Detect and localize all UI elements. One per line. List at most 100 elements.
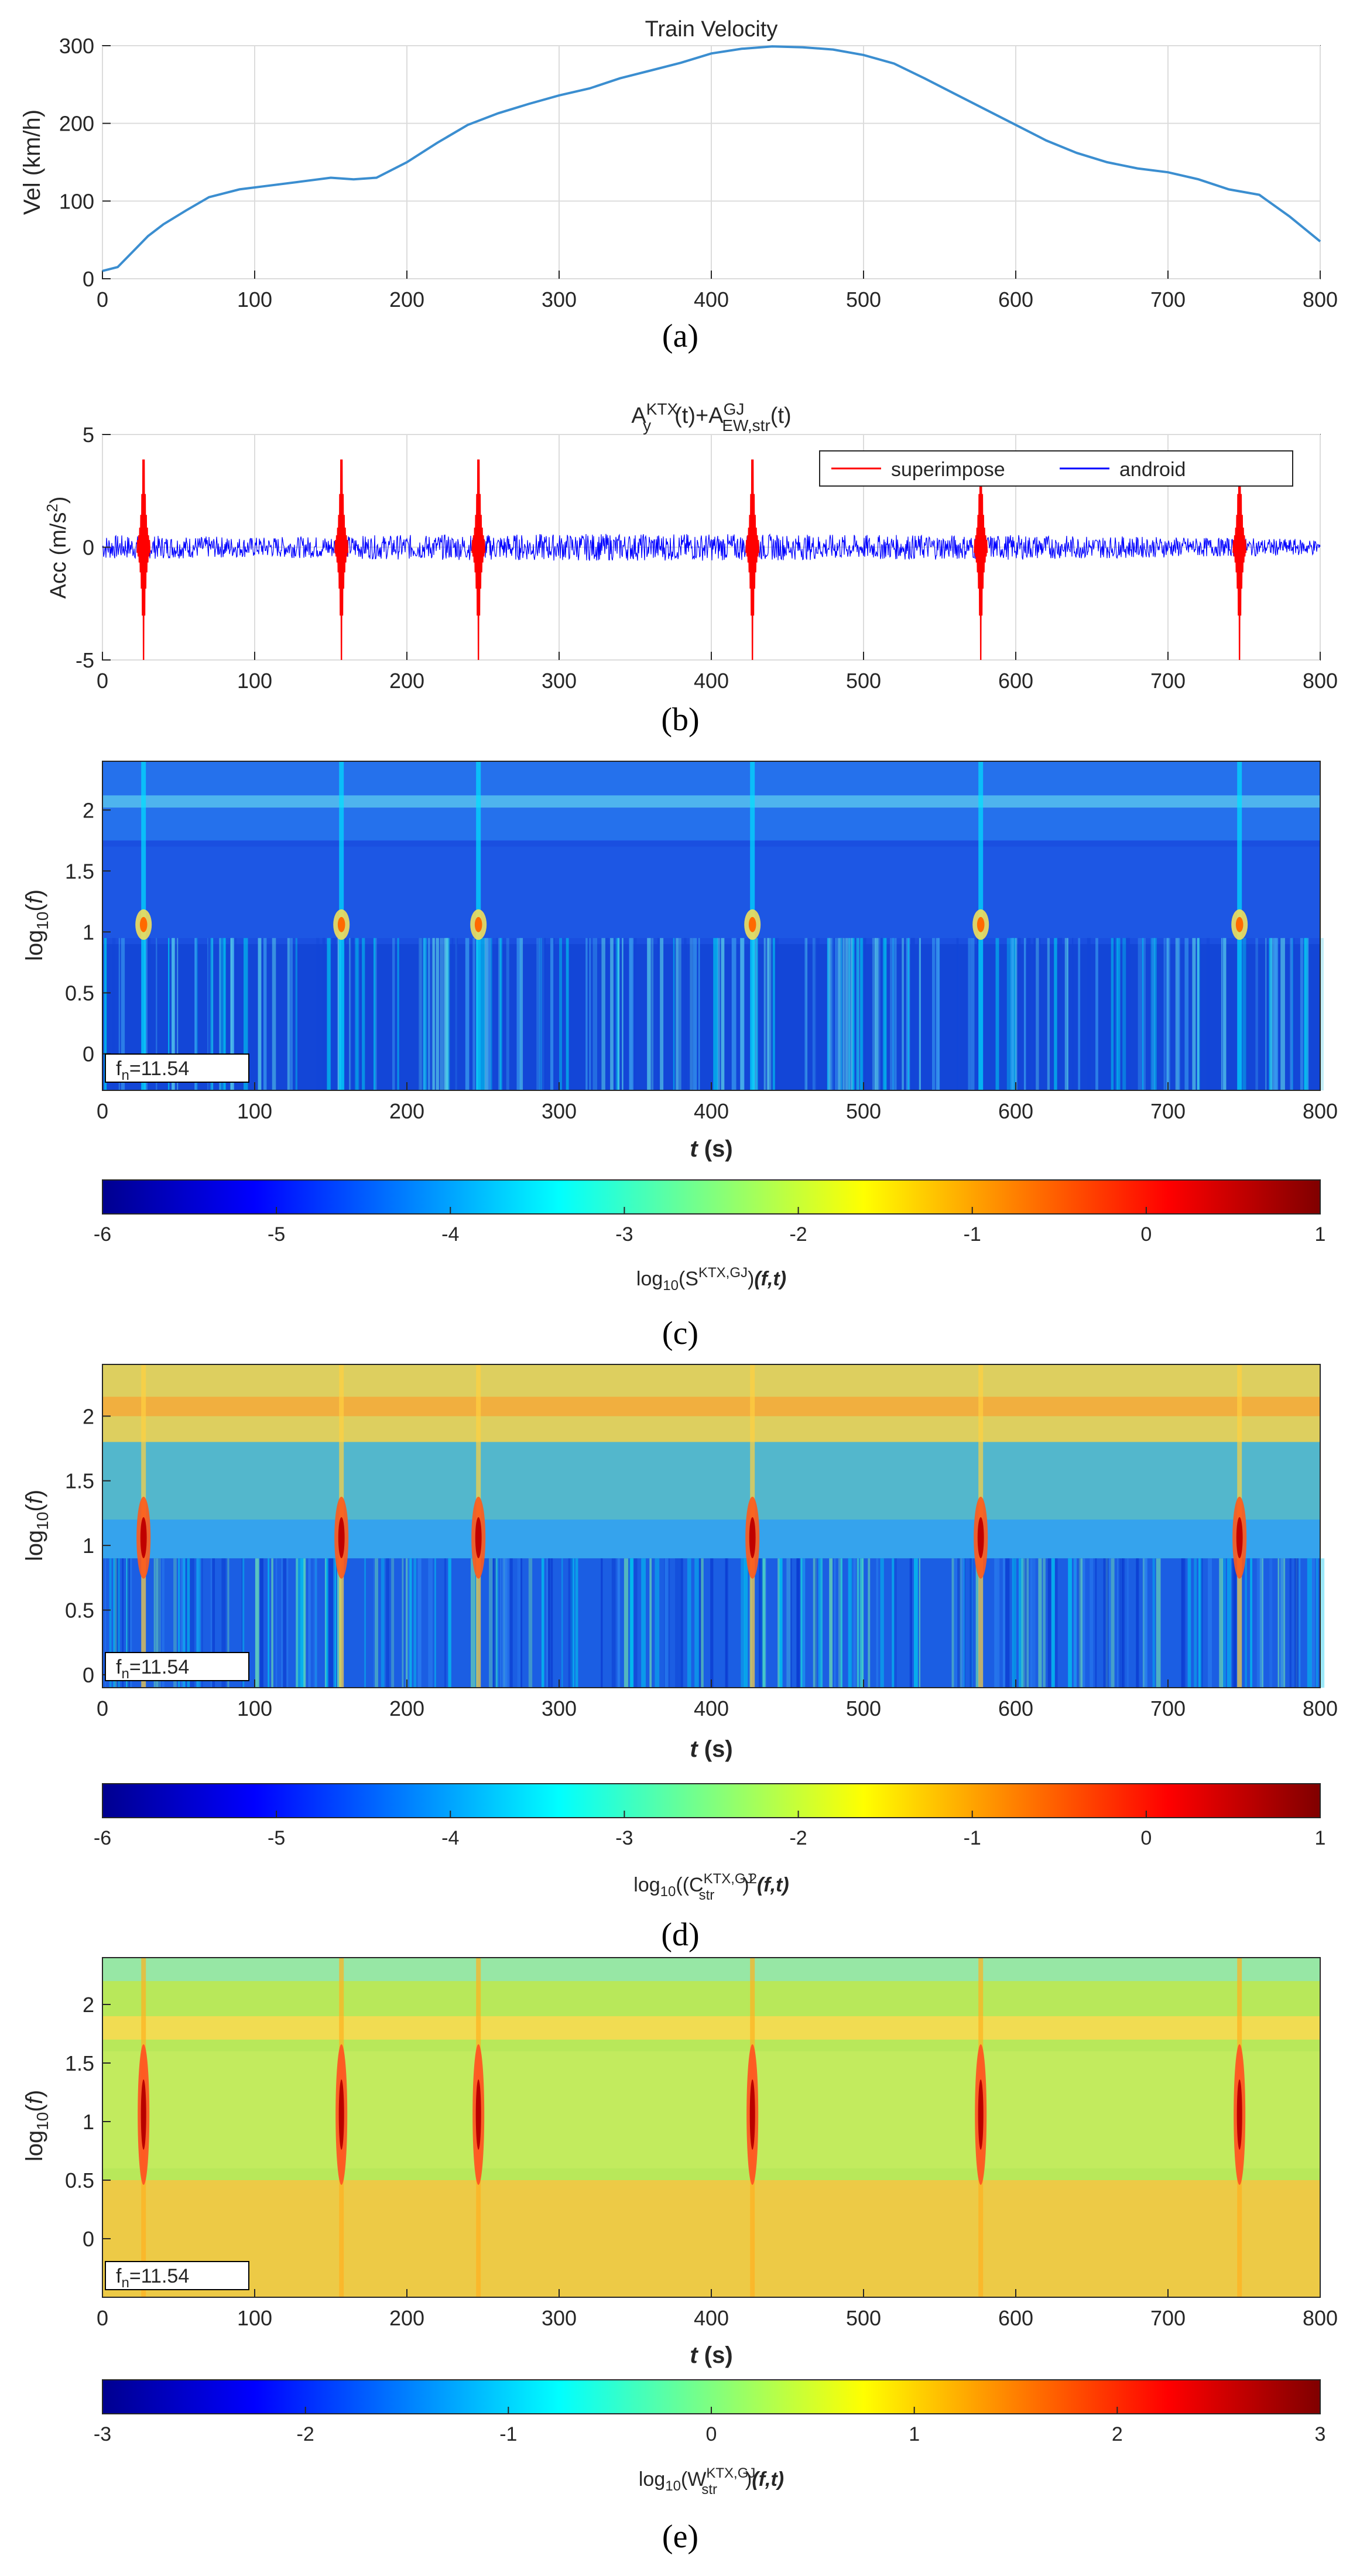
heatmap-texture [221, 1558, 226, 1688]
heatmap-texture [127, 1558, 131, 1688]
heatmap-texture [313, 1558, 317, 1688]
heatmap-texture [740, 938, 742, 1090]
heatmap-texture [1036, 938, 1040, 1090]
heatmap-texture [994, 1558, 998, 1688]
heatmap-texture [1005, 1558, 1010, 1688]
y-tick-label: 1.5 [65, 2051, 94, 2075]
x-tick-label: 800 [1303, 1099, 1338, 1123]
x-tick-label: 700 [1150, 1696, 1186, 1720]
heatmap-texture [1010, 938, 1015, 1090]
heatmap-texture [847, 938, 849, 1090]
heatmap-texture [178, 1558, 180, 1688]
heatmap-texture [910, 938, 915, 1090]
heatmap-texture [970, 938, 975, 1090]
heatmap-texture [1198, 1558, 1201, 1688]
heatmap-texture [146, 938, 151, 1090]
heatmap-texture [605, 938, 609, 1090]
heatmap-texture [337, 938, 339, 1090]
heatmap-texture [355, 938, 358, 1090]
heatmap-texture [768, 938, 772, 1090]
heatmap-texture [800, 1558, 803, 1688]
heatmap-texture [1294, 1558, 1299, 1688]
heatmap-texture [433, 938, 435, 1090]
heatmap-texture [260, 1558, 263, 1688]
heatmap-texture [1270, 938, 1274, 1090]
heatmap-texture [883, 938, 886, 1090]
y-tick-label: 1 [83, 2110, 94, 2134]
heatmap-texture [1206, 938, 1210, 1090]
heatmap-texture [1095, 938, 1098, 1090]
heatmap-texture [520, 1558, 523, 1688]
heatmap-texture [210, 1558, 214, 1688]
heatmap-texture [1136, 1558, 1139, 1688]
y-tick-label: 0 [83, 2227, 94, 2251]
heatmap-texture [1145, 1558, 1147, 1688]
heatmap-texture [1117, 1558, 1120, 1688]
heatmap-band [102, 1519, 1320, 1559]
heatmap-texture [1197, 938, 1200, 1090]
x-tick-label: 700 [1150, 669, 1186, 693]
heatmap-texture [786, 1558, 791, 1688]
colorbar-tick-label: 1 [1315, 1827, 1326, 1849]
heatmap-texture [1156, 1558, 1161, 1688]
heatmap-texture [633, 1558, 638, 1688]
heatmap-texture [1265, 938, 1267, 1090]
heatmap-texture [296, 1558, 301, 1688]
heatmap-band [102, 2016, 1320, 2040]
heatmap-texture [1166, 938, 1170, 1090]
colorbar-label-c: log10(SKTX,GJ)(f,t) [636, 1265, 786, 1294]
heatmap-texture [814, 938, 820, 1090]
heatmap-texture [162, 1558, 165, 1688]
panel-a: 0 100 200 300 400 500 600 700 800 0 100 200 300 Tra… [19, 17, 1338, 354]
heatmap-texture [327, 938, 331, 1090]
heatmap-texture [405, 1558, 408, 1688]
heatmap-texture [121, 938, 125, 1090]
heatmap-texture [443, 938, 448, 1090]
x-tick-label: 200 [389, 669, 424, 693]
colorbar-c-ticks: -6 -5 -4 -3 -2 -1 0 1 [94, 1207, 1325, 1246]
heatmap-texture [296, 1558, 299, 1688]
colorbar-tick-label: -6 [94, 1827, 111, 1849]
heatmap-texture [541, 1558, 544, 1688]
heatmap-texture [194, 938, 197, 1090]
heatmap-texture [420, 938, 422, 1090]
heatmap-texture [303, 1558, 306, 1688]
heatmap-texture [675, 1558, 679, 1688]
heatmap-texture [419, 938, 423, 1090]
heatmap-texture [676, 938, 679, 1090]
heatmap-texture [651, 938, 654, 1090]
heatmap-texture [290, 938, 293, 1090]
heatmap-texture [1087, 938, 1091, 1090]
panel-c: 0 100 200 300 400 500 600 700 800 0 0.5 1 1.5 2 fn=1… [22, 761, 1338, 1352]
heatmap-texture [575, 1558, 578, 1688]
y-tick-label: 300 [59, 34, 94, 58]
heatmap-texture [1222, 1558, 1226, 1688]
x-tick-label: 200 [389, 2306, 424, 2330]
heatmap-texture [181, 1558, 185, 1688]
heatmap-texture [1068, 1558, 1072, 1688]
heatmap-texture [1025, 1558, 1028, 1688]
heatmap-texture [559, 938, 562, 1090]
heatmap-texture [892, 938, 895, 1090]
subfigure-label-e: (e) [662, 2519, 698, 2555]
y-tick-label: 0.5 [65, 2168, 94, 2192]
heatmap-texture [332, 938, 336, 1090]
heatmap-texture [1054, 1558, 1058, 1688]
heatmap-texture [177, 938, 179, 1090]
heatmap-texture [1277, 1558, 1280, 1688]
heatmap-texture [1154, 938, 1157, 1090]
heatmap-texture [649, 1558, 652, 1688]
colorbar-tick-label: 0 [1140, 1223, 1152, 1246]
x-tick-label: 300 [542, 1696, 577, 1720]
colorbar-tick-label: -5 [268, 1827, 285, 1849]
heatmap-texture [1223, 938, 1225, 1090]
heatmap-texture [1177, 938, 1180, 1090]
heatmap-texture [1303, 938, 1307, 1090]
heatmap-texture [1227, 1558, 1232, 1688]
heatmap-texture [996, 1558, 1000, 1688]
heatmap-texture [440, 938, 444, 1090]
heatmap-texture [907, 938, 909, 1090]
heatmap-texture [880, 1558, 884, 1688]
x-tick-label: 0 [97, 1099, 108, 1123]
